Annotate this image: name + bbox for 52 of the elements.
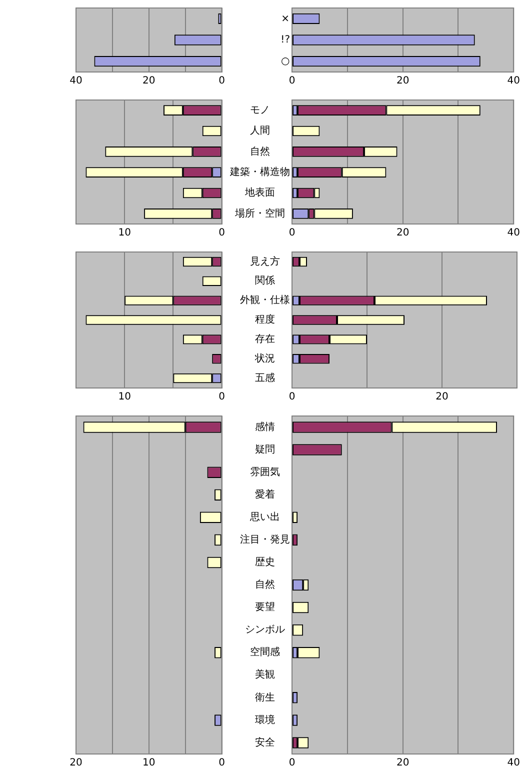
y-tick-label: 建築・構造物	[229, 166, 290, 178]
y-tick-label: 外観・仕様	[240, 294, 290, 306]
x-tick-label: 20	[436, 392, 448, 403]
x-tick-label: 20	[70, 758, 82, 769]
y-tick-label: ○	[280, 56, 290, 67]
y-tick-label: シンボル	[245, 624, 285, 636]
x-tick-label: 40	[507, 76, 520, 87]
y-tick-label: 場所・空間	[234, 207, 285, 220]
x-tick-label: 40	[507, 758, 520, 769]
y-tick-label: モノ	[250, 104, 270, 116]
x-tick-label: 0	[288, 228, 296, 239]
y-tick-label: 歴史	[255, 556, 275, 568]
x-tick-label: 0	[218, 392, 226, 403]
y-tick-label: 雰囲気	[250, 466, 280, 478]
y-tick-label: 疑問	[255, 443, 275, 456]
x-tick-label: 0	[218, 758, 226, 769]
y-tick-label: 自然	[255, 578, 275, 591]
y-tick-label: 愛着	[255, 488, 275, 500]
y-tick-label: 要望	[255, 601, 275, 614]
y-tick-label: 人間	[250, 126, 270, 137]
y-tick-label: 衛生	[255, 691, 275, 704]
y-tick-label: 自然	[250, 145, 270, 158]
x-tick-label: 0	[218, 76, 226, 87]
x-tick-label: 20	[396, 76, 410, 87]
y-tick-label: 見え方	[250, 255, 280, 268]
x-tick-label: 20	[142, 76, 156, 87]
x-tick-label: 20	[396, 758, 410, 769]
y-tick-label: 空間感	[250, 646, 280, 658]
x-tick-label: 20	[396, 228, 410, 239]
y-tick-label: 地表面	[244, 186, 275, 199]
y-tick-label: 安全	[255, 736, 275, 748]
x-tick-label: 10	[118, 392, 131, 403]
y-tick-label: 関係	[255, 274, 275, 287]
y-tick-label: 状況	[254, 352, 275, 364]
x-tick-label: 0	[218, 228, 226, 239]
x-tick-label: 0	[288, 758, 296, 769]
x-tick-label: 0	[288, 76, 296, 87]
y-tick-label: 美観	[255, 668, 275, 681]
x-tick-label: 10	[142, 758, 156, 769]
y-tick-label: 存在	[255, 333, 275, 346]
y-tick-label: 感情	[255, 420, 275, 433]
y-tick-label: 五感	[255, 372, 275, 384]
x-tick-label: 10	[118, 228, 131, 239]
y-tick-label: 思い出	[249, 510, 280, 523]
y-tick-label: ×	[281, 13, 290, 24]
y-tick-label: 環境	[255, 714, 275, 726]
y-tick-label: 程度	[255, 314, 275, 326]
y-tick-label: 注目・発見	[240, 534, 290, 546]
x-tick-label: 40	[507, 228, 520, 239]
x-tick-label: 40	[70, 76, 82, 87]
x-tick-label: 0	[288, 392, 296, 403]
y-tick-label: !?	[280, 34, 290, 46]
